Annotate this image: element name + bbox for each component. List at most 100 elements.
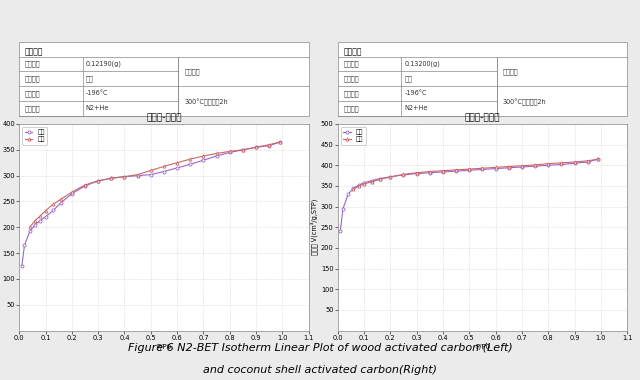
Line: 脱附: 脱附 bbox=[352, 158, 600, 191]
Text: 样品处理: 样品处理 bbox=[502, 68, 518, 74]
吸附 bbox=[387, 174, 394, 179]
Legend: 吸附, 脱附: 吸附, 脱附 bbox=[22, 127, 47, 144]
吸附 bbox=[20, 243, 28, 248]
脱附 bbox=[276, 140, 284, 144]
Text: 测试气体: 测试气体 bbox=[25, 105, 40, 111]
Text: and coconut shell activated carbon(Right): and coconut shell activated carbon(Right… bbox=[203, 365, 437, 375]
吸附 bbox=[94, 179, 102, 183]
吸附 bbox=[399, 173, 407, 177]
脱附 bbox=[531, 163, 539, 167]
吸附 bbox=[49, 208, 57, 212]
吸附 bbox=[31, 222, 39, 227]
Text: 样品重量: 样品重量 bbox=[344, 61, 359, 67]
吸附 bbox=[531, 164, 539, 168]
脱附 bbox=[42, 209, 49, 213]
脱附 bbox=[399, 172, 407, 177]
Text: 孔径: 孔径 bbox=[404, 75, 412, 82]
吸附 bbox=[276, 140, 284, 144]
吸附 bbox=[337, 229, 344, 234]
Text: 测试信息: 测试信息 bbox=[344, 47, 362, 56]
Text: 吸附温度: 吸附温度 bbox=[344, 90, 359, 97]
吸附 bbox=[36, 218, 44, 223]
脱附 bbox=[68, 190, 76, 195]
Text: 测试方法: 测试方法 bbox=[344, 75, 359, 82]
Text: N2+He: N2+He bbox=[86, 105, 109, 111]
脱附 bbox=[239, 147, 247, 152]
Text: -196°C: -196°C bbox=[404, 90, 427, 97]
吸附 bbox=[212, 154, 220, 158]
Legend: 吸附, 脱附: 吸附, 脱附 bbox=[341, 127, 366, 144]
脱附 bbox=[376, 177, 383, 182]
Text: 样品重量: 样品重量 bbox=[25, 61, 40, 67]
脱附 bbox=[557, 161, 565, 165]
脱附 bbox=[518, 163, 525, 168]
脱附 bbox=[360, 182, 368, 186]
脱附 bbox=[426, 169, 434, 174]
Text: 样品处理: 样品处理 bbox=[184, 68, 200, 74]
吸附 bbox=[81, 184, 89, 188]
脱附 bbox=[387, 174, 394, 179]
吸附 bbox=[355, 183, 363, 187]
脱附 bbox=[121, 174, 129, 179]
Text: N2+He: N2+He bbox=[404, 105, 428, 111]
脱附 bbox=[545, 162, 552, 166]
Text: 0.12190(g): 0.12190(g) bbox=[86, 61, 122, 67]
吸附 bbox=[42, 215, 49, 219]
吸附 bbox=[465, 168, 473, 173]
吸附 bbox=[584, 160, 591, 164]
吸附 bbox=[505, 166, 513, 170]
Line: 吸附: 吸附 bbox=[20, 141, 282, 268]
Text: -196°C: -196°C bbox=[86, 90, 108, 97]
脱附 bbox=[226, 149, 234, 154]
脱附 bbox=[173, 160, 181, 165]
吸附 bbox=[545, 163, 552, 168]
脱附 bbox=[31, 218, 39, 223]
Text: 孔径: 孔径 bbox=[86, 75, 93, 82]
吸附 bbox=[252, 145, 260, 149]
脱附 bbox=[492, 165, 499, 169]
吸附 bbox=[349, 186, 357, 190]
脱附 bbox=[252, 145, 260, 149]
X-axis label: P/P0: P/P0 bbox=[475, 344, 490, 350]
脱附 bbox=[26, 225, 33, 230]
吸附 bbox=[58, 200, 65, 205]
吸附 bbox=[186, 162, 194, 166]
Text: 吸附温度: 吸附温度 bbox=[25, 90, 40, 97]
吸附 bbox=[413, 171, 420, 176]
吸附 bbox=[479, 167, 486, 172]
吸附 bbox=[173, 166, 181, 170]
吸附 bbox=[134, 173, 141, 178]
脱附 bbox=[479, 166, 486, 171]
Line: 脱附: 脱附 bbox=[28, 141, 282, 229]
吸附 bbox=[226, 150, 234, 155]
脱附 bbox=[200, 154, 207, 158]
脱附 bbox=[349, 187, 357, 192]
Title: 等温线-吸附图: 等温线-吸附图 bbox=[465, 113, 500, 122]
脱附 bbox=[571, 160, 579, 164]
吸附 bbox=[452, 169, 460, 173]
吸附 bbox=[18, 264, 26, 268]
吸附 bbox=[518, 165, 525, 169]
吸附 bbox=[492, 166, 499, 171]
吸附 bbox=[266, 143, 273, 148]
脱附 bbox=[36, 214, 44, 218]
Title: 等温线-吸附图: 等温线-吸附图 bbox=[146, 113, 182, 122]
脱附 bbox=[212, 151, 220, 156]
脱附 bbox=[355, 184, 363, 188]
Line: 吸附: 吸附 bbox=[339, 158, 600, 233]
Text: 300°C真空加灳2h: 300°C真空加灳2h bbox=[184, 99, 228, 106]
吸附 bbox=[339, 206, 347, 211]
X-axis label: P/P0: P/P0 bbox=[156, 344, 172, 350]
脱附 bbox=[584, 158, 591, 163]
吸附 bbox=[368, 178, 376, 183]
脱附 bbox=[108, 176, 115, 180]
脱附 bbox=[505, 164, 513, 169]
脱附 bbox=[413, 171, 420, 175]
Text: 0.13200(g): 0.13200(g) bbox=[404, 61, 440, 67]
Text: Figure 6 N2-BET Isotherm Linear Plot of wood activated carbon (Left): Figure 6 N2-BET Isotherm Linear Plot of … bbox=[127, 343, 513, 353]
吸附 bbox=[571, 161, 579, 166]
吸附 bbox=[239, 147, 247, 152]
Text: 测试气体: 测试气体 bbox=[344, 105, 359, 111]
脱附 bbox=[595, 157, 602, 162]
脱附 bbox=[147, 168, 155, 173]
